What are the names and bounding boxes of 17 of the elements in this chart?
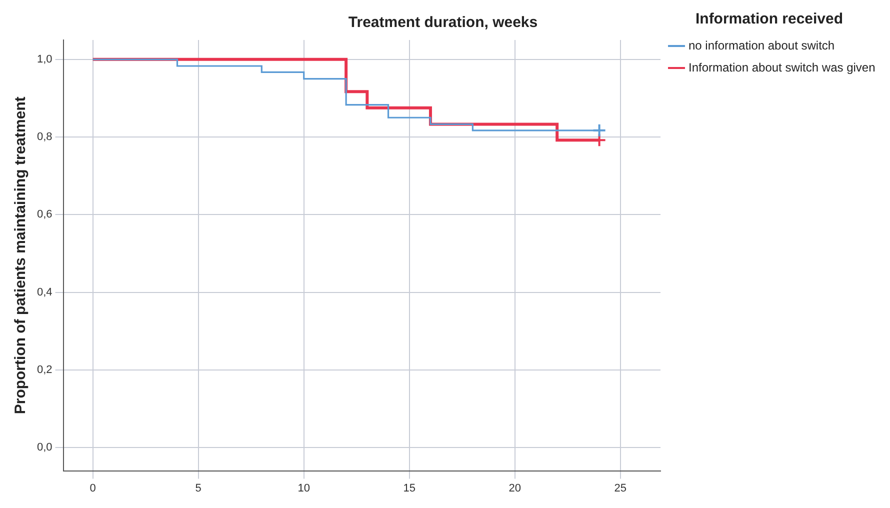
y-tick-label: 0,4: [36, 286, 52, 298]
x-tick-label: 5: [195, 482, 202, 494]
chart-title: Treatment duration, weeks: [348, 14, 538, 32]
x-tick-label: 10: [298, 482, 310, 494]
x-tick-label: 20: [508, 482, 522, 494]
y-axis-title: Proportion of patients maintaining treatment: [12, 96, 30, 414]
x-tick-label: 25: [614, 482, 627, 494]
legend-label: no information about switch: [688, 38, 835, 52]
y-tick-label: 0,6: [36, 208, 52, 221]
legend-label: Information about switch was given: [688, 60, 876, 74]
legend-title: Information received: [695, 10, 844, 28]
x-tick-label: 15: [403, 482, 416, 494]
x-tick-label: 0: [90, 482, 96, 494]
y-tick-label: 0,0: [36, 442, 52, 454]
y-tick-label: 1,0: [36, 53, 52, 66]
y-tick-label: 0,8: [36, 131, 52, 144]
y-tick-label: 0,2: [36, 364, 52, 376]
